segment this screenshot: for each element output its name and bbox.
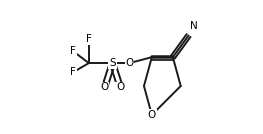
Text: O: O [100,82,109,92]
Text: S: S [109,58,116,68]
Text: O: O [148,110,156,120]
Text: F: F [70,46,76,56]
Text: F: F [70,67,76,77]
Text: O: O [125,58,134,68]
Text: F: F [86,34,92,44]
Text: N: N [190,21,198,31]
Text: O: O [116,82,124,92]
